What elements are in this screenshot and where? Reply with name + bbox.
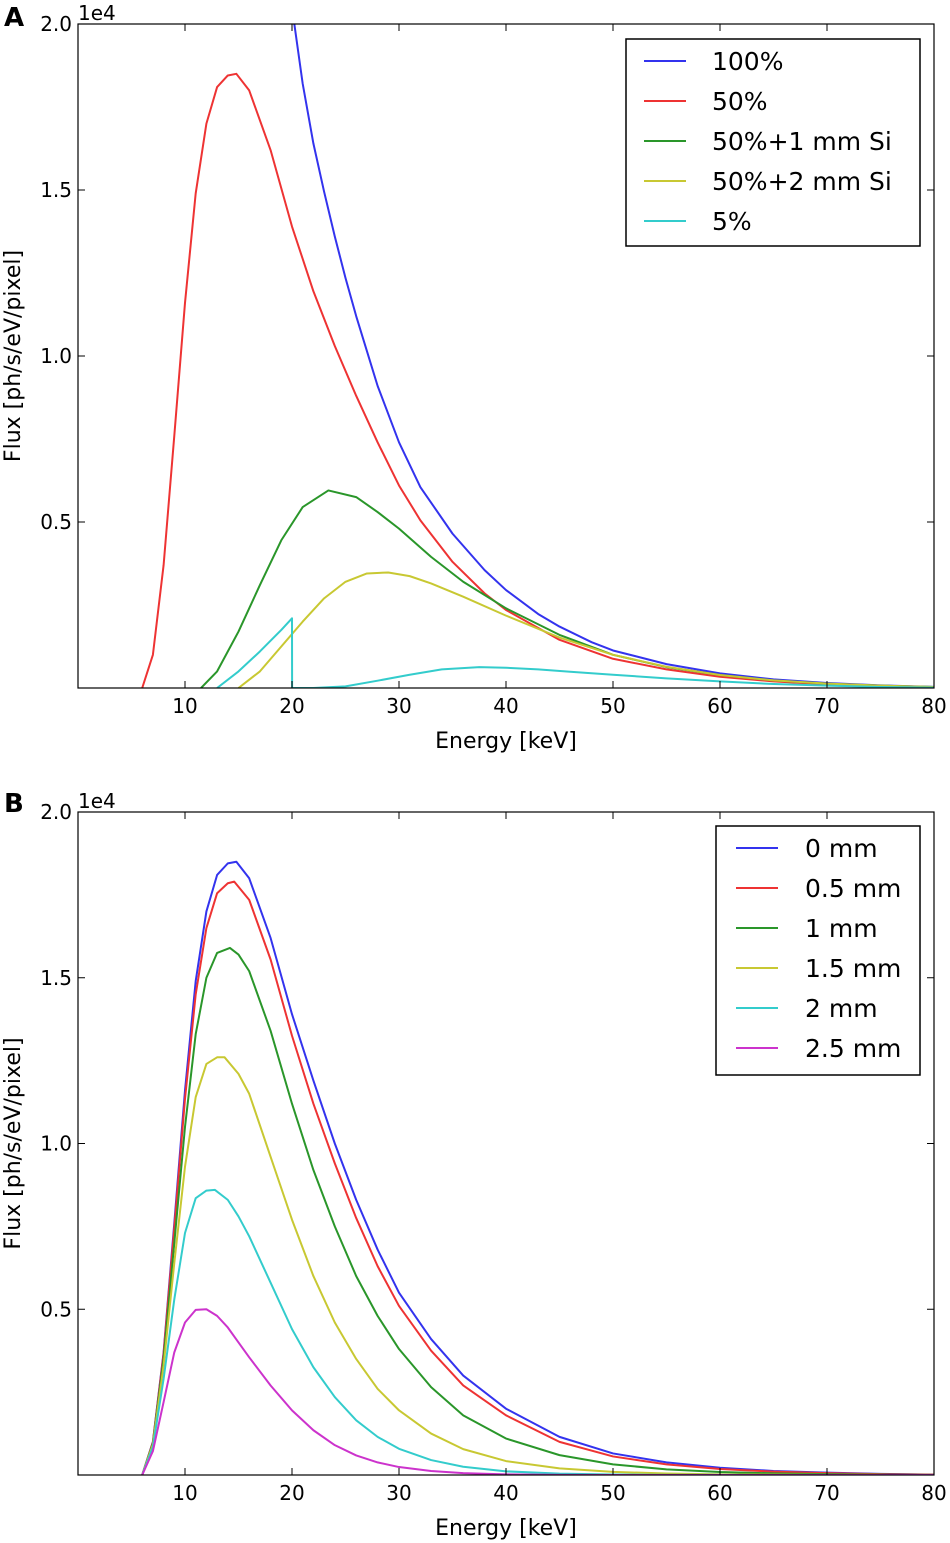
offset-text: 1e4 xyxy=(78,1,116,25)
legend-entry-label: 1.5 mm xyxy=(805,954,901,983)
panel-letter: B xyxy=(4,789,24,819)
y-tick-label: 1.5 xyxy=(40,966,72,990)
legend-entry-label: 5% xyxy=(712,207,752,236)
x-tick-label: 20 xyxy=(279,694,304,718)
y-tick-label: 0.5 xyxy=(40,1297,72,1321)
y-tick-label: 1.0 xyxy=(40,1132,72,1156)
x-tick-label: 40 xyxy=(493,1481,518,1505)
x-tick-label: 20 xyxy=(279,1481,304,1505)
legend-entry-label: 50%+1 mm Si xyxy=(712,127,892,156)
x-axis-label: Energy [keV] xyxy=(435,729,577,754)
x-tick-label: 80 xyxy=(921,1481,946,1505)
y-tick-label: 1.5 xyxy=(40,178,72,202)
series-line-3 xyxy=(237,571,934,688)
series-line-2 xyxy=(141,946,934,1475)
chart-panel-a: A 10 20 30 40 50 60 70 80 0.5 1.0 1.5 2.0 1e4 Energy [… xyxy=(1,1,947,754)
x-axis-label: Energy [keV] xyxy=(435,1516,577,1541)
series-line-1 xyxy=(141,880,934,1475)
x-tick-label: 50 xyxy=(600,694,625,718)
legend-entry-label: 50%+2 mm Si xyxy=(712,167,892,196)
x-tick-label: 30 xyxy=(386,1481,411,1505)
legend-entry-label: 100% xyxy=(712,47,783,76)
legend-entry-label: 2.5 mm xyxy=(805,1034,901,1063)
chart-panel-b: B 10 20 30 40 50 60 70 80 0.5 1.0 1.5 2.0 1e4 Energy [… xyxy=(1,789,947,1541)
x-tick-label: 80 xyxy=(921,694,946,718)
x-tick-label: 40 xyxy=(493,694,518,718)
y-tick-label: 2.0 xyxy=(40,12,72,36)
legend: 100% 50% 50%+1 mm Si 50%+2 mm Si 5% xyxy=(625,38,921,247)
x-tick-label: 10 xyxy=(172,694,197,718)
series-group xyxy=(141,24,934,688)
series-line-0 xyxy=(293,24,934,688)
panel-letter: A xyxy=(4,3,24,33)
x-tick-label: 70 xyxy=(814,694,839,718)
y-tick-label: 1.0 xyxy=(40,344,72,368)
y-tick-label: 2.0 xyxy=(40,800,72,824)
y-axis-label: Flux [ph/s/eV/pixel] xyxy=(1,250,26,462)
legend-entry-label: 0.5 mm xyxy=(805,874,901,903)
series-line-4 xyxy=(216,617,934,688)
legend-entry-label: 50% xyxy=(712,87,768,116)
series-line-1 xyxy=(141,72,934,688)
series-line-2 xyxy=(200,489,934,688)
legend-entry-label: 1 mm xyxy=(805,914,878,943)
legend-entry-label: 2 mm xyxy=(805,994,878,1023)
y-axis-label: Flux [ph/s/eV/pixel] xyxy=(1,1037,26,1249)
offset-text: 1e4 xyxy=(78,789,116,813)
legend-box xyxy=(625,38,921,247)
series-line-0 xyxy=(141,860,934,1475)
legend: 0 mm 0.5 mm 1 mm 1.5 mm 2 mm 2.5 mm xyxy=(715,825,921,1076)
series-line-5 xyxy=(141,1308,934,1475)
x-tick-label: 60 xyxy=(707,694,732,718)
x-tick-label: 60 xyxy=(707,1481,732,1505)
x-tick-label: 10 xyxy=(172,1481,197,1505)
x-tick-label: 70 xyxy=(814,1481,839,1505)
legend-box xyxy=(715,825,921,1076)
legend-entry-label: 0 mm xyxy=(805,834,878,863)
series-line-3 xyxy=(141,1056,934,1475)
x-tick-label: 50 xyxy=(600,1481,625,1505)
x-tick-label: 30 xyxy=(386,694,411,718)
y-tick-label: 0.5 xyxy=(40,510,72,534)
